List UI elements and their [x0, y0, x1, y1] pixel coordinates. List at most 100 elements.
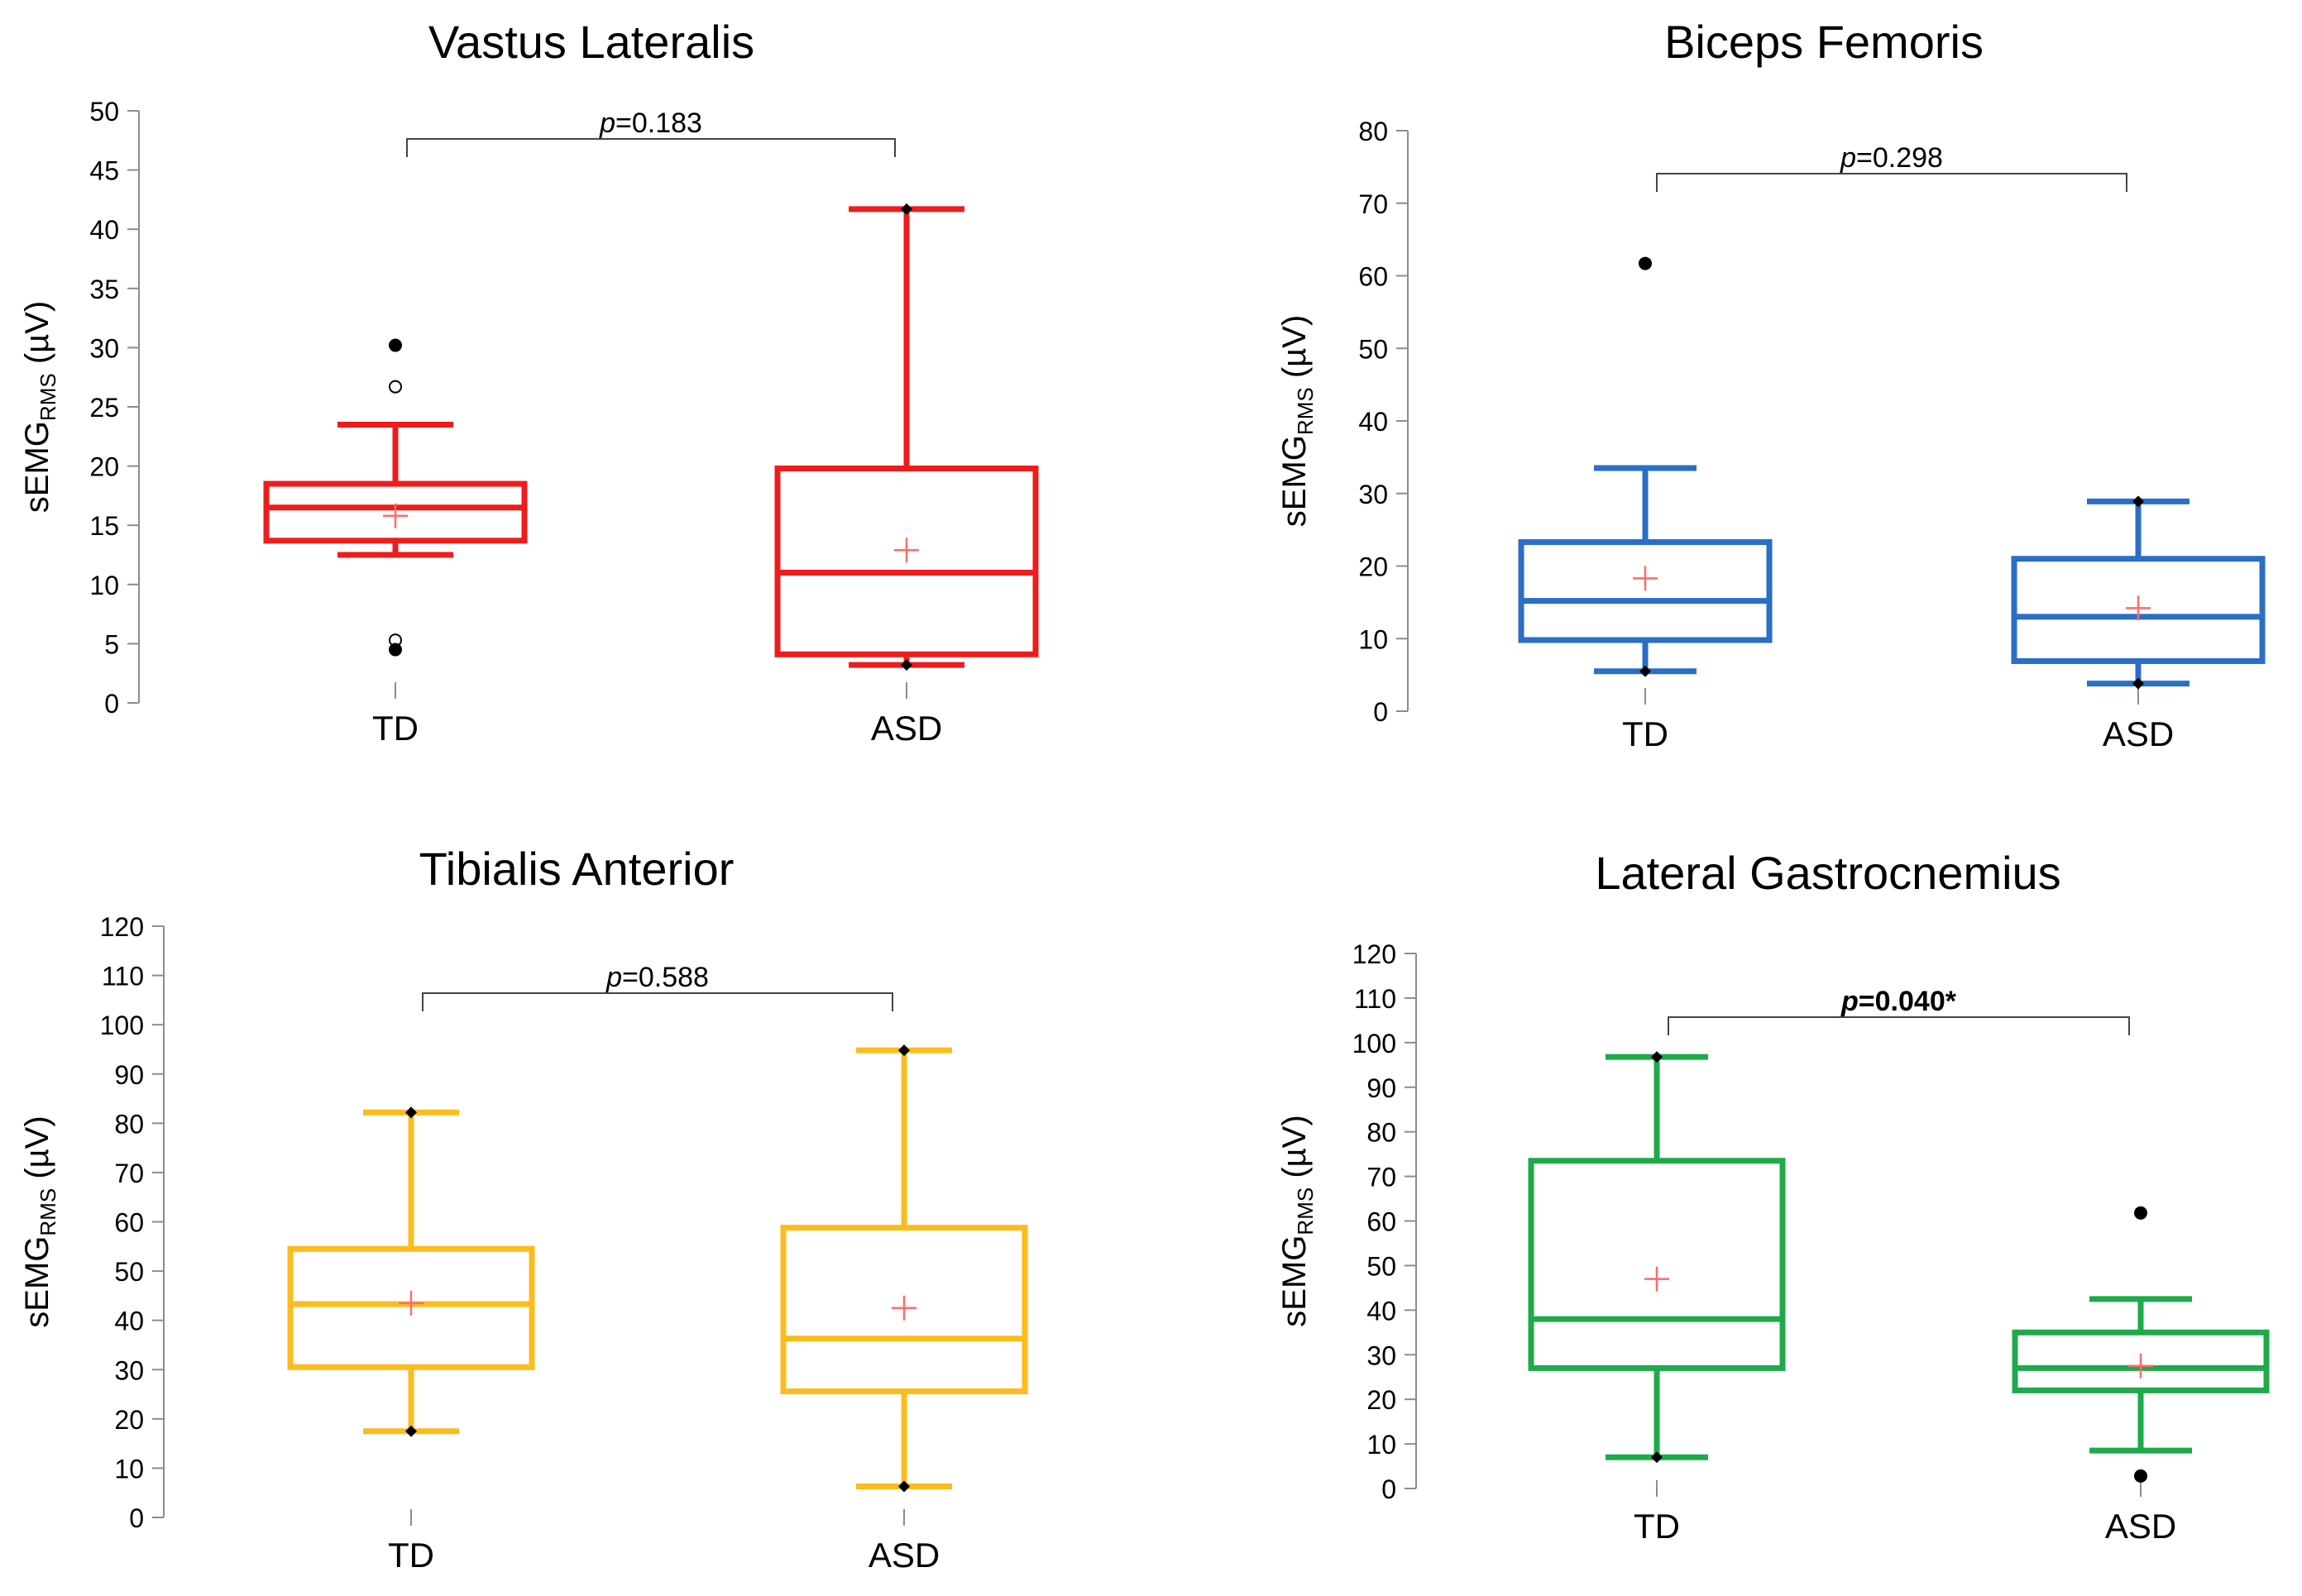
y-tick-label: 0	[129, 1503, 144, 1533]
min-marker	[898, 1480, 910, 1493]
mean-marker	[892, 1295, 916, 1321]
p-value-label: p=0.588	[605, 962, 709, 993]
box-iqr	[2011, 556, 2266, 664]
y-axis-label-main: sEMG	[19, 1236, 55, 1328]
mean-marker	[1644, 1266, 1669, 1292]
y-tick-label: 50	[1358, 334, 1388, 364]
y-tick-label: 60	[1358, 262, 1388, 292]
y-tick-label: 10	[1358, 624, 1388, 654]
y-tick-label: 40	[1358, 407, 1388, 437]
p-value-prefix: p	[1840, 142, 1856, 174]
y-tick-label: 70	[1358, 189, 1388, 219]
p-value-prefix: p	[605, 962, 622, 993]
outlier-point	[389, 338, 402, 352]
p-value-label: p=0.298	[1840, 142, 1943, 174]
y-tick-label: 5	[104, 629, 119, 659]
outlier-point	[389, 380, 402, 394]
y-tick-label: 50	[1366, 1251, 1396, 1281]
y-axis-label-sub: RMS	[36, 1188, 60, 1236]
box-group-asd: ASD	[2012, 1206, 2270, 1546]
y-tick-label: 110	[1354, 984, 1396, 1014]
p-value-number: =0.183	[615, 108, 702, 139]
box-group-td: TD	[1518, 256, 1773, 753]
box-group-td: TD	[263, 338, 528, 748]
min-marker	[405, 1425, 417, 1437]
p-value-label: p=0.040*	[1840, 986, 1957, 1017]
y-axis-label-main: sEMG	[1276, 435, 1313, 527]
y-tick-label: 80	[114, 1109, 144, 1139]
p-value-prefix: p	[599, 108, 615, 139]
y-tick-label: 90	[114, 1060, 144, 1090]
box-iqr	[1518, 539, 1773, 643]
significance-bracket	[406, 138, 896, 157]
y-tick-label: 80	[1358, 117, 1388, 146]
y-tick-label: 45	[89, 156, 119, 186]
significance-bracket	[1668, 1016, 2130, 1035]
y-tick-label: 20	[1358, 552, 1388, 582]
y-tick-label: 110	[102, 962, 144, 992]
y-axis-label-main: sEMG	[1276, 1235, 1313, 1327]
box-group-asd: ASD	[2011, 495, 2266, 753]
y-axis-label-unit: (µV)	[19, 1116, 55, 1187]
panel-vastus-lateralis: Vastus Lateralis 0 5 10 15 20 25 30 35 40 45 50 sEMG…	[19, 16, 1039, 748]
outlier-point	[1639, 256, 1652, 270]
y-tick-label: 30	[114, 1355, 144, 1385]
p-value-number: =0.298	[1856, 142, 1943, 174]
mean-marker	[894, 538, 919, 563]
outlier-point	[389, 643, 402, 657]
max-marker	[1651, 1051, 1663, 1063]
p-value-label: p=0.183	[599, 108, 702, 139]
y-axis-label-sub: RMS	[36, 373, 60, 421]
y-axis-label-unit: (µV)	[1276, 1115, 1313, 1187]
p-value-number: =0.040*	[1859, 986, 1957, 1017]
y-axis-label: sEMGRMS (µV)	[19, 301, 60, 513]
y-tick-label: 120	[100, 912, 144, 942]
y-tick-label: 0	[1373, 697, 1388, 727]
y-axis-label-unit: (µV)	[1276, 315, 1313, 387]
y-tick-label: 60	[1366, 1207, 1396, 1237]
category-label: ASD	[2105, 1507, 2176, 1546]
y-tick-label: 80	[1366, 1118, 1396, 1148]
y-axis-label: sEMGRMS (µV)	[1276, 1115, 1318, 1326]
y-tick-label: 10	[89, 571, 119, 600]
y-tick-label: 35	[89, 275, 119, 304]
y-axis-label-main: sEMG	[19, 421, 55, 513]
max-marker	[2132, 495, 2144, 508]
chart-title: Biceps Femoris	[1664, 16, 1984, 68]
panel-lateral-gastrocnemius: Lateral Gastrocnemius 0 10 20 30 40 50 60 70 80 90…	[1276, 847, 2270, 1546]
y-axis-label-unit: (µV)	[19, 301, 55, 373]
category-label: ASD	[871, 709, 942, 748]
y-tick-label: 25	[89, 393, 119, 423]
outlier-point	[2134, 1206, 2147, 1220]
p-value-prefix: p	[1840, 986, 1859, 1017]
y-axis-label: sEMGRMS (µV)	[19, 1116, 60, 1327]
box-group-asd: ASD	[774, 203, 1039, 748]
panel-biceps-femoris: Biceps Femoris 0 10 20 30 40 50 60 70 80 sEMGRMS (…	[1276, 16, 2266, 753]
max-marker	[405, 1106, 417, 1119]
y-tick-label: 100	[100, 1011, 144, 1040]
category-label: TD	[1622, 714, 1668, 753]
y-axis-label-sub: RMS	[1293, 1187, 1318, 1235]
mean-marker	[2126, 595, 2151, 621]
y-tick-label: 60	[114, 1208, 144, 1238]
y-tick-label: 30	[1358, 480, 1388, 509]
chart-title: Vastus Lateralis	[428, 16, 754, 68]
y-tick-label: 30	[1366, 1340, 1396, 1370]
category-label: ASD	[2103, 714, 2174, 753]
significance-bracket	[422, 992, 893, 1011]
chart-title: Lateral Gastrocnemius	[1595, 847, 2060, 899]
y-axis-label-sub: RMS	[1293, 387, 1318, 435]
y-tick-label: 40	[1366, 1296, 1396, 1326]
box-iqr	[774, 465, 1039, 657]
chart-title: Tibialis Anterior	[419, 843, 735, 895]
category-label: TD	[388, 1536, 434, 1574]
max-marker	[898, 1044, 910, 1057]
box-iqr	[2012, 1329, 2270, 1393]
y-tick-label: 70	[114, 1159, 144, 1188]
box-iqr	[263, 480, 528, 544]
mean-marker	[399, 1290, 424, 1316]
y-tick-label: 30	[89, 333, 119, 363]
min-marker	[2132, 677, 2144, 690]
min-marker	[1651, 1451, 1663, 1464]
